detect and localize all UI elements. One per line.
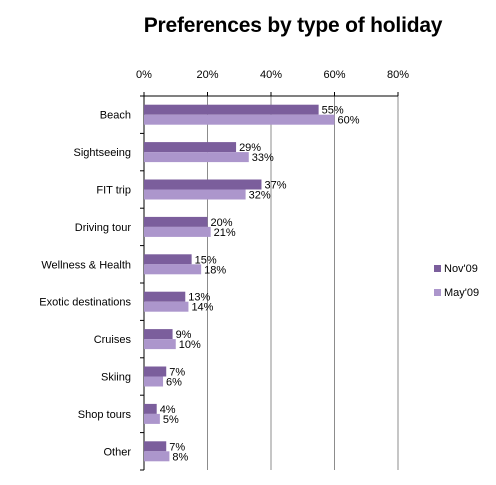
bar [144,451,170,462]
data-label: 7% [169,367,185,379]
bar [144,366,167,377]
bar [144,216,208,227]
bar [144,291,186,302]
x-tick-label: 60% [323,69,345,81]
bar [144,339,176,350]
category-label: Exotic destinations [39,297,131,309]
legend-swatch [434,265,441,272]
bar [144,179,262,190]
bar [144,376,164,387]
data-label: 9% [176,329,192,341]
bar [144,114,335,125]
chart-title: Preferences by type of holiday [143,14,443,37]
data-label: 4% [160,404,176,416]
bar [144,329,173,340]
data-label: 21% [214,227,236,239]
category-label: Other [103,446,131,458]
data-label: 13% [188,292,210,304]
bar [144,226,211,237]
data-label: 6% [166,377,182,389]
data-label: 55% [322,105,344,117]
category-label: Cruises [94,334,132,346]
bar [144,142,237,153]
data-label: 7% [169,441,185,453]
data-label: 15% [195,254,217,266]
category-label: Wellness & Health [41,259,131,271]
bar [144,413,160,424]
data-label: 32% [249,190,271,202]
category-label: Shop tours [78,409,132,421]
bar [144,104,319,115]
x-tick-label: 40% [260,69,282,81]
legend-label: May'09 [444,287,479,299]
legend-swatch [434,289,441,296]
x-tick-label: 20% [196,69,218,81]
bar [144,152,249,163]
data-label: 18% [204,264,226,276]
data-label: 8% [172,451,188,463]
category-label: Skiing [101,372,131,384]
bar [144,264,202,275]
data-label: 29% [239,142,261,154]
bar [144,301,189,312]
bar [144,189,246,200]
x-tick-label: 80% [387,69,409,81]
x-tick-label: 0% [136,69,152,81]
data-label: 20% [211,217,233,229]
bar [144,254,192,265]
data-label: 10% [179,339,201,351]
data-label: 37% [264,180,286,192]
data-label: 14% [191,302,213,314]
category-label: Driving tour [75,222,132,234]
data-label: 60% [338,115,360,127]
category-label: Beach [100,110,131,122]
category-label: FIT trip [96,185,131,197]
category-label: Sightseeing [74,147,132,159]
bar [144,441,167,452]
bar [144,403,157,414]
legend-label: Nov'09 [444,263,478,275]
data-label: 33% [252,152,274,164]
data-label: 5% [163,414,179,426]
